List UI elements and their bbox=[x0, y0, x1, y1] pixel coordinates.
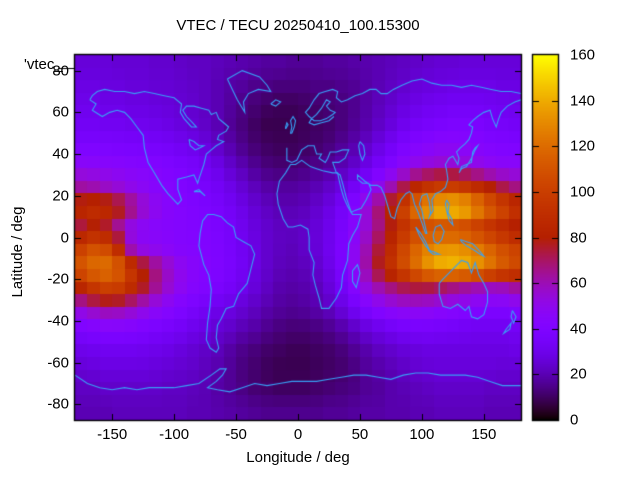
colorbar-tick-label: 100 bbox=[570, 183, 596, 201]
x-tick-label: 150 bbox=[471, 426, 497, 443]
y-tick-label: -60 bbox=[47, 354, 69, 372]
x-tick-label: 50 bbox=[351, 426, 369, 443]
colorbar-tick-label: 60 bbox=[570, 274, 587, 292]
x-tick-label: -150 bbox=[97, 426, 128, 443]
colorbar-tick-label: 0 bbox=[570, 411, 579, 429]
chart-title: VTEC / TECU 20250410_100.15300 bbox=[176, 17, 420, 34]
x-tick-label: -100 bbox=[159, 426, 190, 443]
y-tick-label: 80 bbox=[52, 62, 69, 80]
colorbar-tick-label: 20 bbox=[570, 365, 587, 383]
colorbar-tick-label: 160 bbox=[570, 46, 596, 64]
x-tick-label: 100 bbox=[409, 426, 435, 443]
y-tick-label: -20 bbox=[47, 270, 69, 288]
y-tick-label: 20 bbox=[52, 187, 69, 205]
y-axis-label: Latitude / deg bbox=[9, 206, 26, 298]
key-label: 'vtec_ bbox=[24, 56, 63, 73]
y-tick-label: -40 bbox=[47, 312, 69, 330]
x-tick-label: -50 bbox=[225, 426, 247, 443]
colorbar-tick-label: 40 bbox=[570, 320, 587, 338]
colorbar-tick-label: 140 bbox=[570, 92, 596, 110]
x-axis-label: Longitude / deg bbox=[246, 449, 350, 466]
x-tick-label: 0 bbox=[293, 426, 303, 443]
y-tick-label: 0 bbox=[60, 229, 69, 246]
colorbar-tick-label: 120 bbox=[570, 137, 596, 155]
colorbar-tick-label: 80 bbox=[570, 229, 587, 246]
y-tick-label: 40 bbox=[52, 145, 69, 163]
y-tick-label: -80 bbox=[47, 395, 69, 413]
y-tick-label: 60 bbox=[52, 103, 69, 121]
